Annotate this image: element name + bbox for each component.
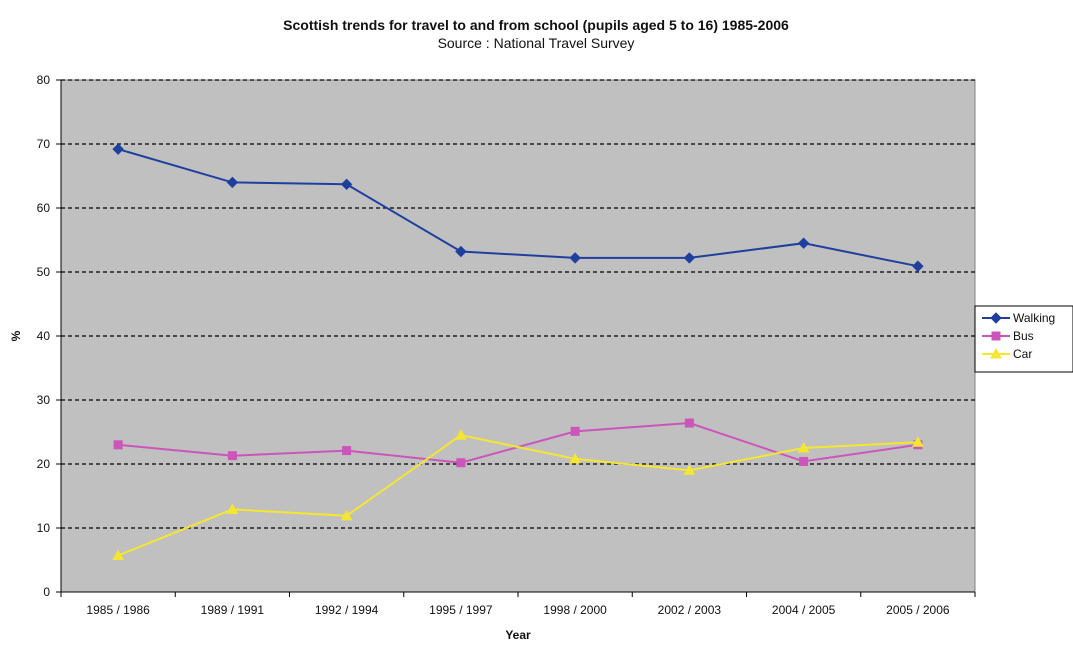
data-point-bus <box>684 418 694 428</box>
data-point-car <box>112 549 124 561</box>
data-point-car <box>340 509 353 521</box>
data-point-bus <box>342 446 352 456</box>
x-tick-label: 2004 / 2005 <box>772 603 836 617</box>
data-point-bus <box>799 456 809 466</box>
data-point-walking <box>112 143 124 155</box>
y-tick-label: 10 <box>37 521 51 535</box>
series-line-car <box>117 434 918 557</box>
y-tick-label: 0 <box>43 585 50 599</box>
data-point-bus <box>570 426 580 436</box>
x-tick-label: 1998 / 2000 <box>543 603 607 617</box>
data-point-walking <box>340 178 353 191</box>
data-point-walking <box>455 245 467 258</box>
legend-label-bus: Bus <box>1013 329 1034 343</box>
data-point-walking <box>797 237 810 249</box>
data-point-bus <box>456 458 466 468</box>
x-tick-label: 1995 / 1997 <box>429 603 493 617</box>
y-tick-label: 60 <box>37 201 51 215</box>
y-tick-label: 50 <box>37 265 51 279</box>
chart-subtitle: Source : National Travel Survey <box>438 35 635 51</box>
data-point-car <box>797 441 810 453</box>
x-tick-label: 2005 / 2006 <box>886 603 950 617</box>
y-tick-label: 70 <box>37 137 51 151</box>
chart-title: Scottish trends for travel to and from s… <box>283 17 789 33</box>
legend-marker-bus <box>991 331 1001 341</box>
y-tick-label: 80 <box>37 73 51 87</box>
data-point-walking <box>912 260 924 272</box>
data-point-car <box>455 429 467 440</box>
data-point-car <box>912 436 924 447</box>
data-point-car <box>569 452 581 464</box>
series-line-walking <box>117 148 919 268</box>
data-point-bus <box>227 451 237 461</box>
data-point-car <box>683 464 696 475</box>
y-axis-label: % <box>9 330 23 341</box>
data-point-bus <box>113 440 123 450</box>
x-tick-label: 2002 / 2003 <box>658 603 722 617</box>
x-tick-label: 1989 / 1991 <box>201 603 265 617</box>
legend-marker-car <box>990 347 1002 359</box>
y-tick-label: 20 <box>37 457 51 471</box>
data-point-walking <box>569 252 581 264</box>
y-tick-label: 30 <box>37 393 51 407</box>
legend-label-car: Car <box>1013 347 1032 361</box>
x-tick-label: 1992 / 1994 <box>315 603 379 617</box>
data-point-walking <box>683 252 696 264</box>
x-tick-label: 1985 / 1986 <box>86 603 150 617</box>
data-point-walking <box>226 176 239 189</box>
legend-label-walking: Walking <box>1013 311 1055 325</box>
plot-area: 0 10 20 30 40 50 60 70 80 1985 / 1986 1989 / 1991 1… <box>37 73 976 617</box>
legend: Walking Bus Car <box>974 305 1073 373</box>
x-axis-label: Year <box>505 628 531 642</box>
data-point-car <box>226 503 239 514</box>
y-tick-label: 40 <box>37 329 51 343</box>
legend-marker-walking <box>990 312 1002 324</box>
